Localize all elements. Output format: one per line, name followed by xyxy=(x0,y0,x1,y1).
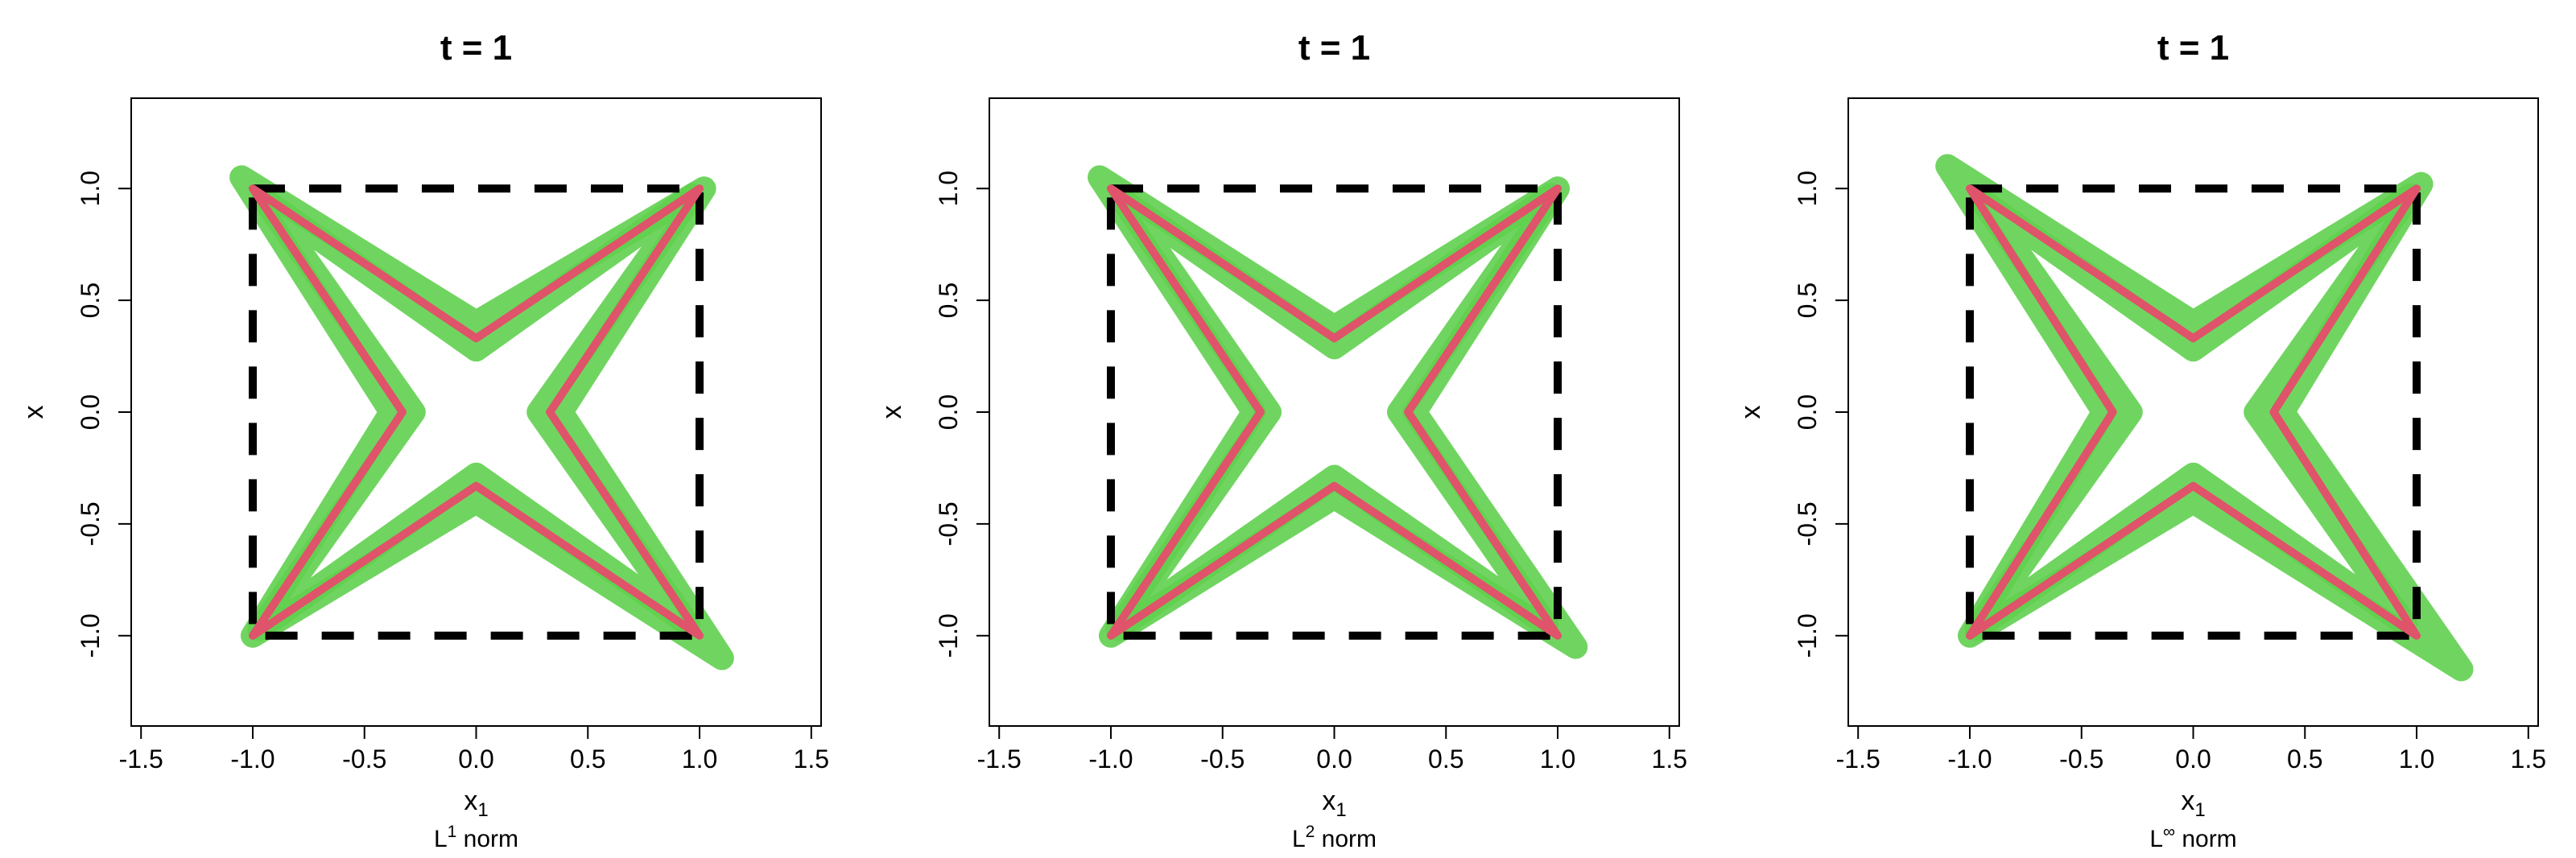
x-tick-label: 0.5 xyxy=(570,745,605,773)
y-tick-label: -0.5 xyxy=(1793,501,1822,546)
y-axis-label: x xyxy=(877,406,907,419)
series-line xyxy=(248,184,704,640)
x-axis-label-main: x xyxy=(1322,786,1335,816)
x-tick-label: 1.5 xyxy=(794,745,829,773)
x-tick-label: 1.5 xyxy=(1652,745,1687,773)
y-tick-label: 0.5 xyxy=(934,283,963,318)
y-tick-label: 0.5 xyxy=(76,283,105,318)
norm-label-sup: 1 xyxy=(448,823,457,841)
y-tick-label: 0.5 xyxy=(1793,283,1822,318)
y-axis-label: x xyxy=(19,406,49,419)
x-tick-label: 1.5 xyxy=(2511,745,2546,773)
norm-label: L1 norm xyxy=(434,823,518,852)
x-tick-label: 0.5 xyxy=(2287,745,2322,773)
series-line xyxy=(1965,184,2421,640)
y-tick-label: 1.0 xyxy=(76,171,105,206)
x-axis-label-main: x xyxy=(2181,786,2194,816)
norm-label-rest: norm xyxy=(2175,826,2237,852)
boundary-square xyxy=(1965,184,2421,640)
chart-title: t = 1 xyxy=(1298,28,1370,68)
series-line xyxy=(1106,184,1563,640)
norm-label: L∞ norm xyxy=(2149,823,2236,852)
x-tick-label: -1.0 xyxy=(230,745,275,773)
x-tick-label: -0.5 xyxy=(342,745,386,773)
x-tick-label: 1.0 xyxy=(682,745,717,773)
chart-title: t = 1 xyxy=(440,28,512,68)
norm-label: L2 norm xyxy=(1292,823,1377,852)
y-tick-label: 1.0 xyxy=(934,171,963,206)
y-tick-label: -0.5 xyxy=(934,501,963,546)
norm-label-sup: ∞ xyxy=(2163,823,2175,841)
x-tick-label: 0.0 xyxy=(1316,745,1352,773)
series-line xyxy=(1105,183,1563,641)
x-axis-label: x1 xyxy=(464,786,488,821)
y-tick-label: -1.0 xyxy=(1793,613,1822,658)
x-axis-label-sub: 1 xyxy=(477,799,488,821)
y-tick-label: -1.0 xyxy=(934,613,963,658)
norm-label-main: L xyxy=(1292,826,1306,852)
x-tick-label: 0.0 xyxy=(2175,745,2211,773)
x-tick-label: -1.0 xyxy=(1088,745,1133,773)
x-tick-label: 1.0 xyxy=(1540,745,1575,773)
x-axis-label-main: x xyxy=(464,786,477,816)
boundary-square xyxy=(1106,184,1563,640)
x-tick-label: 0.0 xyxy=(458,745,493,773)
y-axis-label-main: x xyxy=(1736,406,1766,419)
x-axis-label-sub: 1 xyxy=(2194,799,2205,821)
x-tick-label: -0.5 xyxy=(2059,745,2103,773)
y-tick-label: 0.0 xyxy=(934,394,963,430)
norm-label-main: L xyxy=(2149,826,2163,852)
boundary-square xyxy=(248,184,704,640)
y-axis-label-main: x xyxy=(19,406,49,419)
x-axis-label-sub: 1 xyxy=(1335,799,1346,821)
y-tick-label: 1.0 xyxy=(1793,171,1822,206)
series-line xyxy=(1964,183,2422,641)
x-tick-label: -1.5 xyxy=(977,745,1022,773)
x-tick-label: -1.0 xyxy=(1947,745,1992,773)
y-tick-label: -0.5 xyxy=(76,501,105,546)
x-axis-label: x1 xyxy=(2181,786,2205,821)
series-line xyxy=(247,183,705,641)
norm-label-rest: norm xyxy=(456,826,518,852)
norm-label-main: L xyxy=(434,826,448,852)
y-axis-label: x xyxy=(1736,406,1766,419)
norm-label-sup: 2 xyxy=(1306,823,1315,841)
y-tick-label: 0.0 xyxy=(1793,394,1822,430)
x-tick-label: -1.5 xyxy=(119,745,163,773)
x-axis-label: x1 xyxy=(1322,786,1346,821)
x-tick-label: 0.5 xyxy=(1428,745,1463,773)
x-tick-label: -1.5 xyxy=(1836,745,1880,773)
norm-label-rest: norm xyxy=(1315,826,1377,852)
panel: t = 1 xyxy=(1298,28,1370,68)
x-tick-label: 1.0 xyxy=(2399,745,2434,773)
panel: t = 1 xyxy=(2157,28,2229,68)
y-tick-label: 0.0 xyxy=(76,394,105,430)
x-tick-label: -0.5 xyxy=(1200,745,1245,773)
panel: t = 1 xyxy=(440,28,512,68)
chart-title: t = 1 xyxy=(2157,28,2229,68)
y-tick-label: -1.0 xyxy=(76,613,105,658)
y-axis-label-main: x xyxy=(877,406,907,419)
